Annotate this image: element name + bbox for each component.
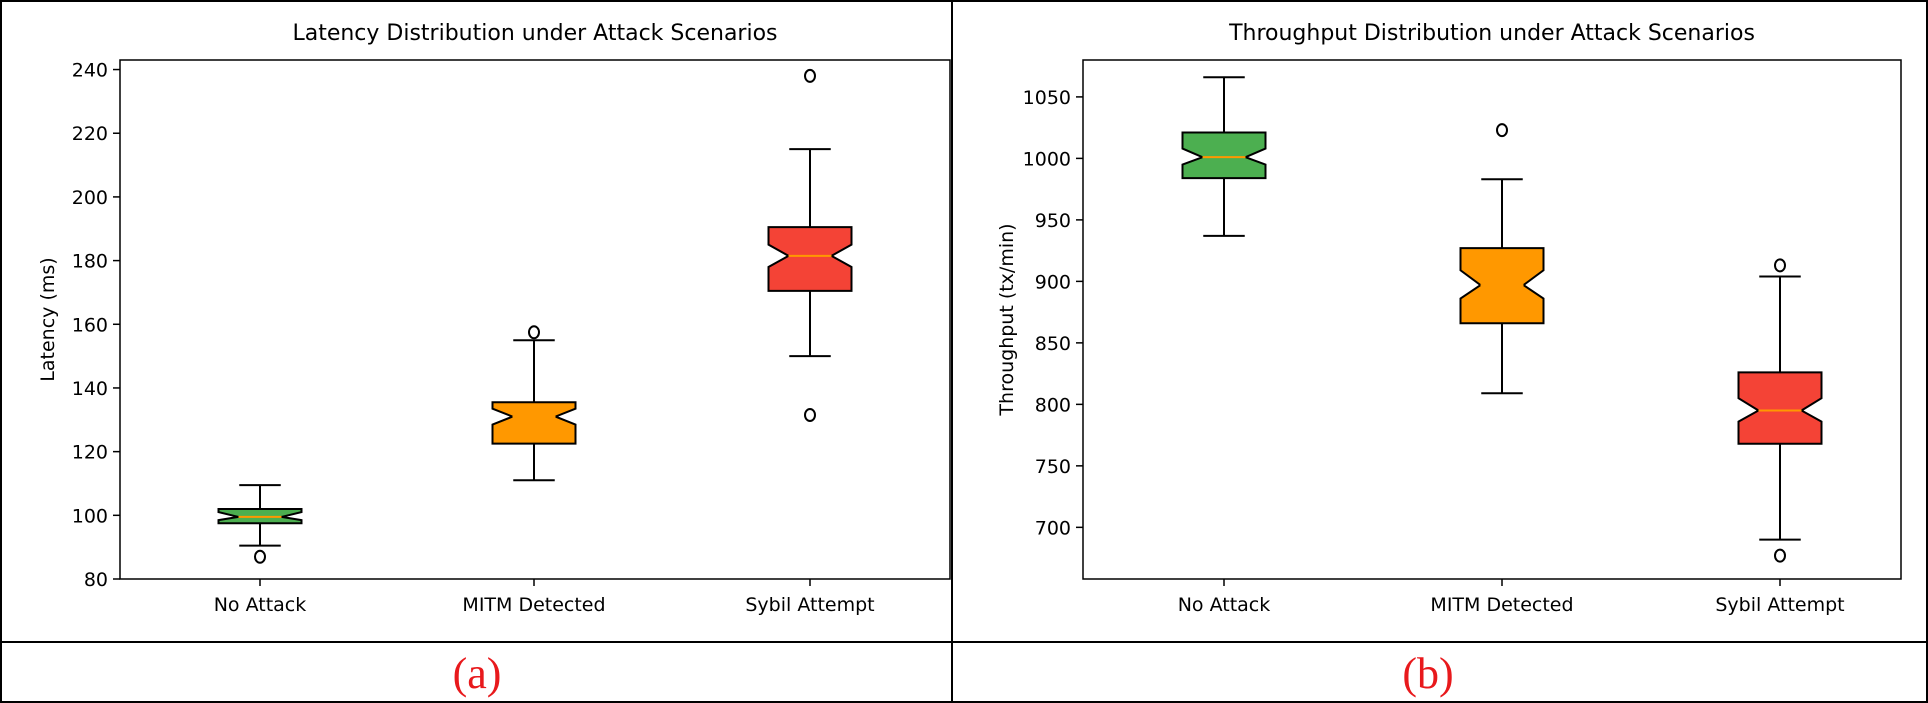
outlier-point [528,325,540,340]
outlier-point [804,408,816,423]
y-tick-label: 700 [1035,517,1071,539]
y-tick-label: 180 [72,251,108,273]
y-tick-label: 160 [72,314,108,336]
throughput-boxplot: Throughput Distribution under Attack Sce… [996,21,1902,616]
box-sybil-attempt [1737,371,1823,445]
box-sybil-attempt [767,226,853,292]
latency-boxplot: Latency Distribution under Attack Scenar… [37,21,951,616]
caption-divider-horizontal [0,641,1928,643]
plot-area-frame [119,59,951,580]
x-tick-label: No Attack [214,594,307,616]
x-tick-label: MITM Detected [462,594,605,616]
y-tick-label: 200 [72,187,108,209]
panel-b: Throughput Distribution under Attack Sce… [953,0,1903,640]
panel-a: Latency Distribution under Attack Scenar… [2,0,952,640]
chart-title: Throughput Distribution under Attack Sce… [1228,21,1755,46]
y-tick-label: 950 [1035,210,1071,232]
x-tick-label: No Attack [1178,594,1271,616]
box-mitm-detected [491,401,577,445]
caption-b: (b) [1402,649,1454,698]
x-tick-label: Sybil Attempt [1715,594,1844,616]
y-tick-label: 240 [72,60,108,82]
plot-area-frame [1082,59,1902,580]
y-tick-label: 80 [84,569,108,591]
y-axis-label: Latency (ms) [37,257,59,381]
y-tick-label: 800 [1035,394,1071,416]
caption-a: (a) [452,649,502,698]
y-tick-label: 1000 [1023,148,1071,170]
x-tick-label: Sybil Attempt [745,594,874,616]
box-no-attack [1181,131,1267,180]
y-tick-label: 100 [72,505,108,527]
panel-divider-vertical [951,0,953,703]
outlier-point [254,549,266,564]
y-tick-label: 850 [1035,333,1071,355]
y-tick-label: 220 [72,123,108,145]
outlier-point [1496,123,1508,138]
outlier-point [1774,258,1786,273]
y-tick-label: 140 [72,378,108,400]
y-tick-label: 120 [72,442,108,464]
outlier-point [804,68,816,83]
y-tick-label: 900 [1035,271,1071,293]
y-tick-label: 1050 [1023,87,1071,109]
y-axis-label: Throughput (tx/min) [996,223,1018,416]
outlier-point [1774,548,1786,563]
x-tick-label: MITM Detected [1430,594,1573,616]
y-tick-label: 750 [1035,456,1071,478]
chart-title: Latency Distribution under Attack Scenar… [292,21,777,46]
